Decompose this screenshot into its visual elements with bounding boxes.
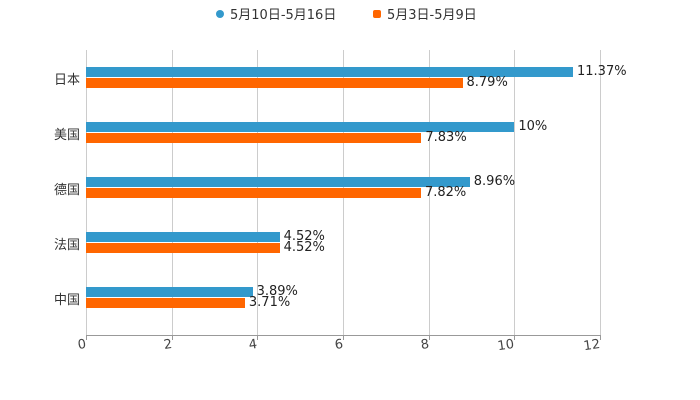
x-tick	[514, 335, 515, 340]
bar-previous-week[interactable]	[86, 133, 422, 143]
bar-current-week[interactable]	[86, 122, 515, 132]
x-tick	[257, 335, 258, 340]
data-label: 7.82%	[424, 185, 467, 200]
gridline	[429, 50, 430, 335]
bar-current-week[interactable]	[86, 287, 253, 297]
legend-label: 5月10日-5月16日	[230, 8, 337, 23]
x-tick-label: 6	[333, 337, 345, 354]
category-label: 日本	[53, 73, 80, 88]
x-tick	[600, 335, 601, 340]
legend-square-icon	[373, 9, 381, 18]
gridline	[514, 50, 515, 335]
x-tick	[429, 335, 430, 340]
bar-previous-week[interactable]	[86, 243, 280, 253]
legend-item-series-1[interactable]: 5月10日-5月16日	[216, 4, 336, 23]
x-tick	[86, 335, 87, 340]
data-label: 3.71%	[248, 295, 291, 310]
bar-current-week[interactable]	[86, 67, 573, 77]
x-tick	[172, 335, 173, 340]
x-tick-label: 2	[162, 337, 174, 354]
data-label: 10%	[518, 119, 548, 134]
data-label: 4.52%	[283, 240, 325, 255]
x-tick-label: 12	[582, 337, 602, 355]
x-tick	[343, 335, 344, 340]
data-label: 8.79%	[466, 75, 508, 90]
category-label: 美国	[53, 128, 80, 143]
bar-previous-week[interactable]	[86, 298, 245, 308]
category-label: 中国	[53, 293, 80, 308]
bar-current-week[interactable]	[86, 177, 470, 187]
data-label: 11.37%	[577, 64, 627, 79]
bar-previous-week[interactable]	[86, 188, 421, 198]
bar-current-week[interactable]	[86, 232, 280, 242]
legend-item-series-2[interactable]: 5月3日-5月9日	[373, 4, 477, 23]
category-label: 法国	[53, 238, 80, 253]
x-tick-label: 0	[76, 337, 88, 354]
category-label: 德国	[53, 183, 80, 198]
data-label: 7.83%	[425, 130, 467, 145]
data-label: 4.52%	[283, 229, 325, 244]
bar-previous-week[interactable]	[86, 78, 463, 88]
x-tick-label: 4	[247, 337, 259, 354]
x-tick-label: 8	[419, 337, 431, 354]
x-tick-label: 10	[496, 337, 516, 355]
chart-legend: 5月10日-5月16日 5月3日-5月9日	[0, 4, 700, 23]
data-label: 8.96%	[473, 174, 516, 189]
legend-label: 5月3日-5月9日	[387, 8, 477, 23]
gridline	[600, 50, 601, 335]
data-label: 3.89%	[256, 284, 298, 299]
legend-circle-icon	[216, 9, 224, 18]
